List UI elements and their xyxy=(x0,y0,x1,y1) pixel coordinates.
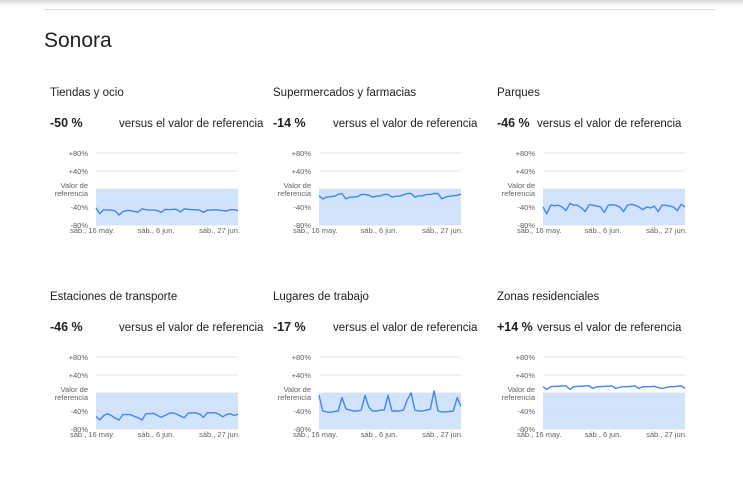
chart-title: Lugares de trabajo xyxy=(273,291,369,303)
x-tick-label: sáb., 6 jun. xyxy=(361,430,398,439)
region-title: Sonora xyxy=(44,29,112,52)
x-tick-label: sáb., 16 may. xyxy=(293,430,337,439)
change-percent: -46 % xyxy=(50,320,83,334)
y-tick-label: +80% xyxy=(292,353,312,362)
line-chart: +80%+40%Valor de referencia-40%-80%sáb., … xyxy=(278,149,463,235)
y-tick-label: +40% xyxy=(69,371,89,380)
line-chart: +80%+40%Valor de referencia-40%-80%sáb., … xyxy=(278,353,463,439)
change-percent: -46 % xyxy=(497,116,530,130)
line-chart: +80%+40%Valor de referencia-40%-80%sáb., … xyxy=(502,149,687,235)
chart-title: Parques xyxy=(497,87,540,99)
y-tick-label: +40% xyxy=(292,167,312,176)
y-tick-label: Valor de referencia xyxy=(502,181,536,198)
x-tick-label: sáb., 6 jun. xyxy=(585,226,622,235)
chart-title: Zonas residenciales xyxy=(497,291,600,303)
y-tick-label: -80% xyxy=(517,221,535,230)
y-tick-label: -80% xyxy=(293,221,311,230)
x-tick-label: sáb., 27 jun. xyxy=(422,430,463,439)
change-percent: -17 % xyxy=(273,320,306,334)
y-tick-label: Valor de referencia xyxy=(502,385,536,402)
series-line xyxy=(542,202,686,215)
chart-panel: Lugares de trabajo -17 % versus el valor d… xyxy=(267,291,489,461)
y-tick-label: +80% xyxy=(69,149,89,158)
y-tick-label: +80% xyxy=(516,353,536,362)
x-tick-label: sáb., 6 jun. xyxy=(138,226,175,235)
x-tick-label: sáb., 6 jun. xyxy=(138,430,175,439)
change-label: versus el valor de referencia xyxy=(537,322,682,334)
window-top-edge xyxy=(0,0,743,6)
chart-title: Supermercados y farmacias xyxy=(273,87,417,99)
x-tick-label: sáb., 16 may. xyxy=(517,430,561,439)
change-percent: -14 % xyxy=(273,116,306,130)
chart-panel: Parques -46 % versus el valor de referenci… xyxy=(491,87,713,257)
x-tick-label: sáb., 16 may. xyxy=(293,226,337,235)
change-percent: -50 % xyxy=(50,116,83,130)
chart-panel: Estaciones de transporte -46 % versus el v… xyxy=(44,291,266,461)
top-divider xyxy=(44,9,715,10)
y-tick-label: Valor de referencia xyxy=(55,385,89,402)
y-tick-label: +80% xyxy=(516,149,536,158)
line-chart: +80%+40%Valor de referencia-40%-80%sáb., … xyxy=(55,353,240,439)
x-tick-label: sáb., 16 may. xyxy=(70,226,114,235)
y-tick-label: -80% xyxy=(70,425,88,434)
series-line xyxy=(318,192,462,200)
chart-panel: Zonas residenciales +14 % versus el valor … xyxy=(491,291,713,461)
y-tick-label: -40% xyxy=(70,203,88,212)
y-tick-label: -80% xyxy=(517,425,535,434)
y-tick-label: +40% xyxy=(516,167,536,176)
chart-title: Estaciones de transporte xyxy=(50,291,178,303)
x-tick-label: sáb., 27 jun. xyxy=(199,226,240,235)
y-tick-label: Valor de referencia xyxy=(278,181,312,198)
y-tick-label: +40% xyxy=(69,167,89,176)
change-label: versus el valor de referencia xyxy=(119,118,264,130)
chart-panel: Tiendas y ocio -50 % versus el valor de re… xyxy=(44,87,266,257)
y-tick-label: -40% xyxy=(293,407,311,416)
change-label: versus el valor de referencia xyxy=(537,118,682,130)
change-label: versus el valor de referencia xyxy=(333,118,478,130)
x-tick-label: sáb., 27 jun. xyxy=(646,430,687,439)
line-chart: +80%+40%Valor de referencia-40%-80%sáb., … xyxy=(502,353,687,439)
y-tick-label: -40% xyxy=(517,203,535,212)
change-label: versus el valor de referencia xyxy=(119,322,264,334)
x-tick-label: sáb., 16 may. xyxy=(70,430,114,439)
x-tick-label: sáb., 6 jun. xyxy=(585,430,622,439)
x-tick-label: sáb., 27 jun. xyxy=(422,226,463,235)
y-tick-label: +40% xyxy=(516,371,536,380)
change-label: versus el valor de referencia xyxy=(333,322,478,334)
line-chart: +80%+40%Valor de referencia-40%-80%sáb., … xyxy=(55,149,240,235)
y-tick-label: +80% xyxy=(69,353,89,362)
x-tick-label: sáb., 27 jun. xyxy=(646,226,687,235)
y-tick-label: +40% xyxy=(292,371,312,380)
y-tick-label: +80% xyxy=(292,149,312,158)
x-tick-label: sáb., 27 jun. xyxy=(199,430,240,439)
y-tick-label: -80% xyxy=(293,425,311,434)
y-tick-label: -40% xyxy=(517,407,535,416)
series-line xyxy=(95,412,239,421)
series-line xyxy=(318,390,462,413)
x-tick-label: sáb., 6 jun. xyxy=(361,226,398,235)
series-line xyxy=(95,207,239,216)
y-tick-label: Valor de referencia xyxy=(55,181,89,198)
y-tick-label: Valor de referencia xyxy=(278,385,312,402)
chart-panel: Supermercados y farmacias -14 % versus el … xyxy=(267,87,489,257)
y-tick-label: -80% xyxy=(70,221,88,230)
chart-title: Tiendas y ocio xyxy=(50,87,124,99)
y-tick-label: -40% xyxy=(70,407,88,416)
series-line xyxy=(542,385,686,391)
x-tick-label: sáb., 16 may. xyxy=(517,226,561,235)
change-percent: +14 % xyxy=(497,320,533,334)
y-tick-label: -40% xyxy=(293,203,311,212)
